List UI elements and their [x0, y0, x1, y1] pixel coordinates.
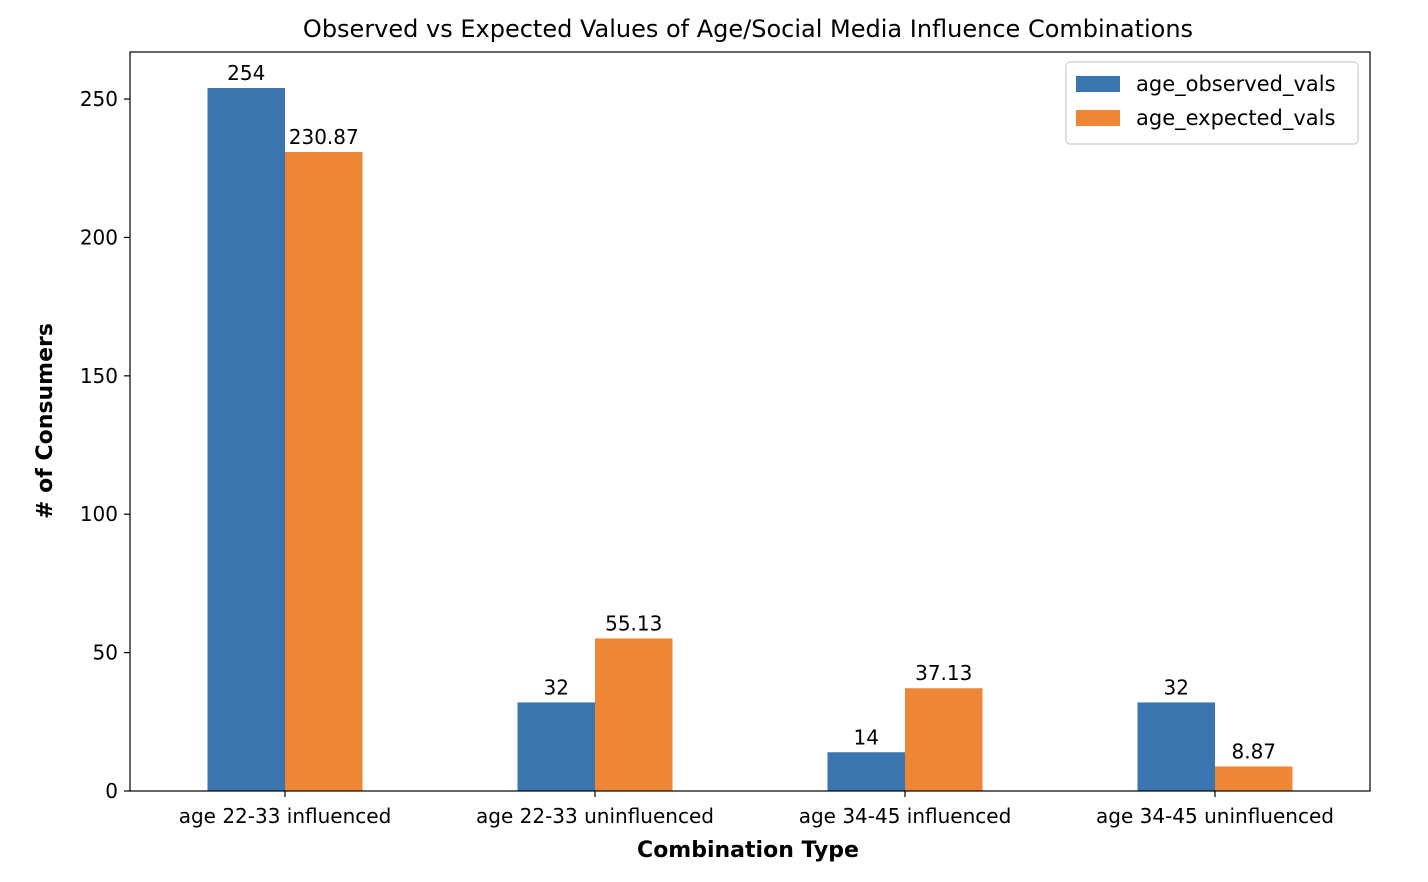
data-label-age_observed_vals-2: 14: [854, 725, 879, 749]
axes-frame: [129, 51, 1371, 792]
bar-age_observed_vals-1: [517, 702, 595, 791]
data-label-age_observed_vals-0: 254: [227, 61, 265, 85]
data-label-age_observed_vals-1: 32: [544, 675, 569, 699]
plot-area: 254 230.87 age 22-33 influenced 32 55.13 age …: [80, 51, 1371, 828]
legend-box: [1065, 61, 1359, 145]
data-label-age_expected_vals-0: 230.87: [289, 125, 359, 149]
x-tick-label: age 34-45 uninfluenced: [1096, 804, 1334, 828]
bar-age_expected_vals-1: [595, 638, 673, 791]
bar-age_observed_vals-2: [827, 752, 905, 791]
x-tick-label: age 22-33 influenced: [179, 804, 392, 828]
y-tick-label: 250: [80, 87, 118, 111]
x-tick-label: age 34-45 influenced: [799, 804, 1012, 828]
x-axis-label: Combination Type: [637, 838, 859, 863]
y-tick-label: 150: [80, 364, 118, 388]
legend-label-age_expected_vals: age_expected_vals: [1136, 106, 1335, 131]
bar-age_expected_vals-0: [285, 152, 363, 792]
legend-swatch-age_expected_vals: [1076, 110, 1120, 126]
data-label-age_observed_vals-3: 32: [1164, 675, 1189, 699]
bar-age_expected_vals-2: [905, 688, 983, 791]
y-tick-label: 100: [80, 502, 118, 526]
y-axis-label: # of Consumers: [33, 323, 58, 519]
data-label-age_expected_vals-1: 55.13: [605, 611, 662, 635]
y-tick-label: 200: [80, 225, 118, 249]
bar-age_observed_vals-3: [1137, 702, 1215, 791]
chart-title: Observed vs Expected Values of Age/Socia…: [303, 15, 1193, 43]
data-label-age_expected_vals-3: 8.87: [1231, 739, 1276, 763]
legend-label-age_observed_vals: age_observed_vals: [1136, 72, 1336, 97]
x-tick-label: age 22-33 uninfluenced: [476, 804, 714, 828]
y-tick-label: 50: [93, 641, 118, 665]
y-tick-label: 0: [105, 779, 118, 803]
data-label-age_expected_vals-2: 37.13: [915, 661, 972, 685]
bar-age_expected_vals-3: [1215, 766, 1293, 791]
legend-swatch-age_observed_vals: [1076, 76, 1120, 92]
bar-age_observed_vals-0: [207, 87, 285, 792]
